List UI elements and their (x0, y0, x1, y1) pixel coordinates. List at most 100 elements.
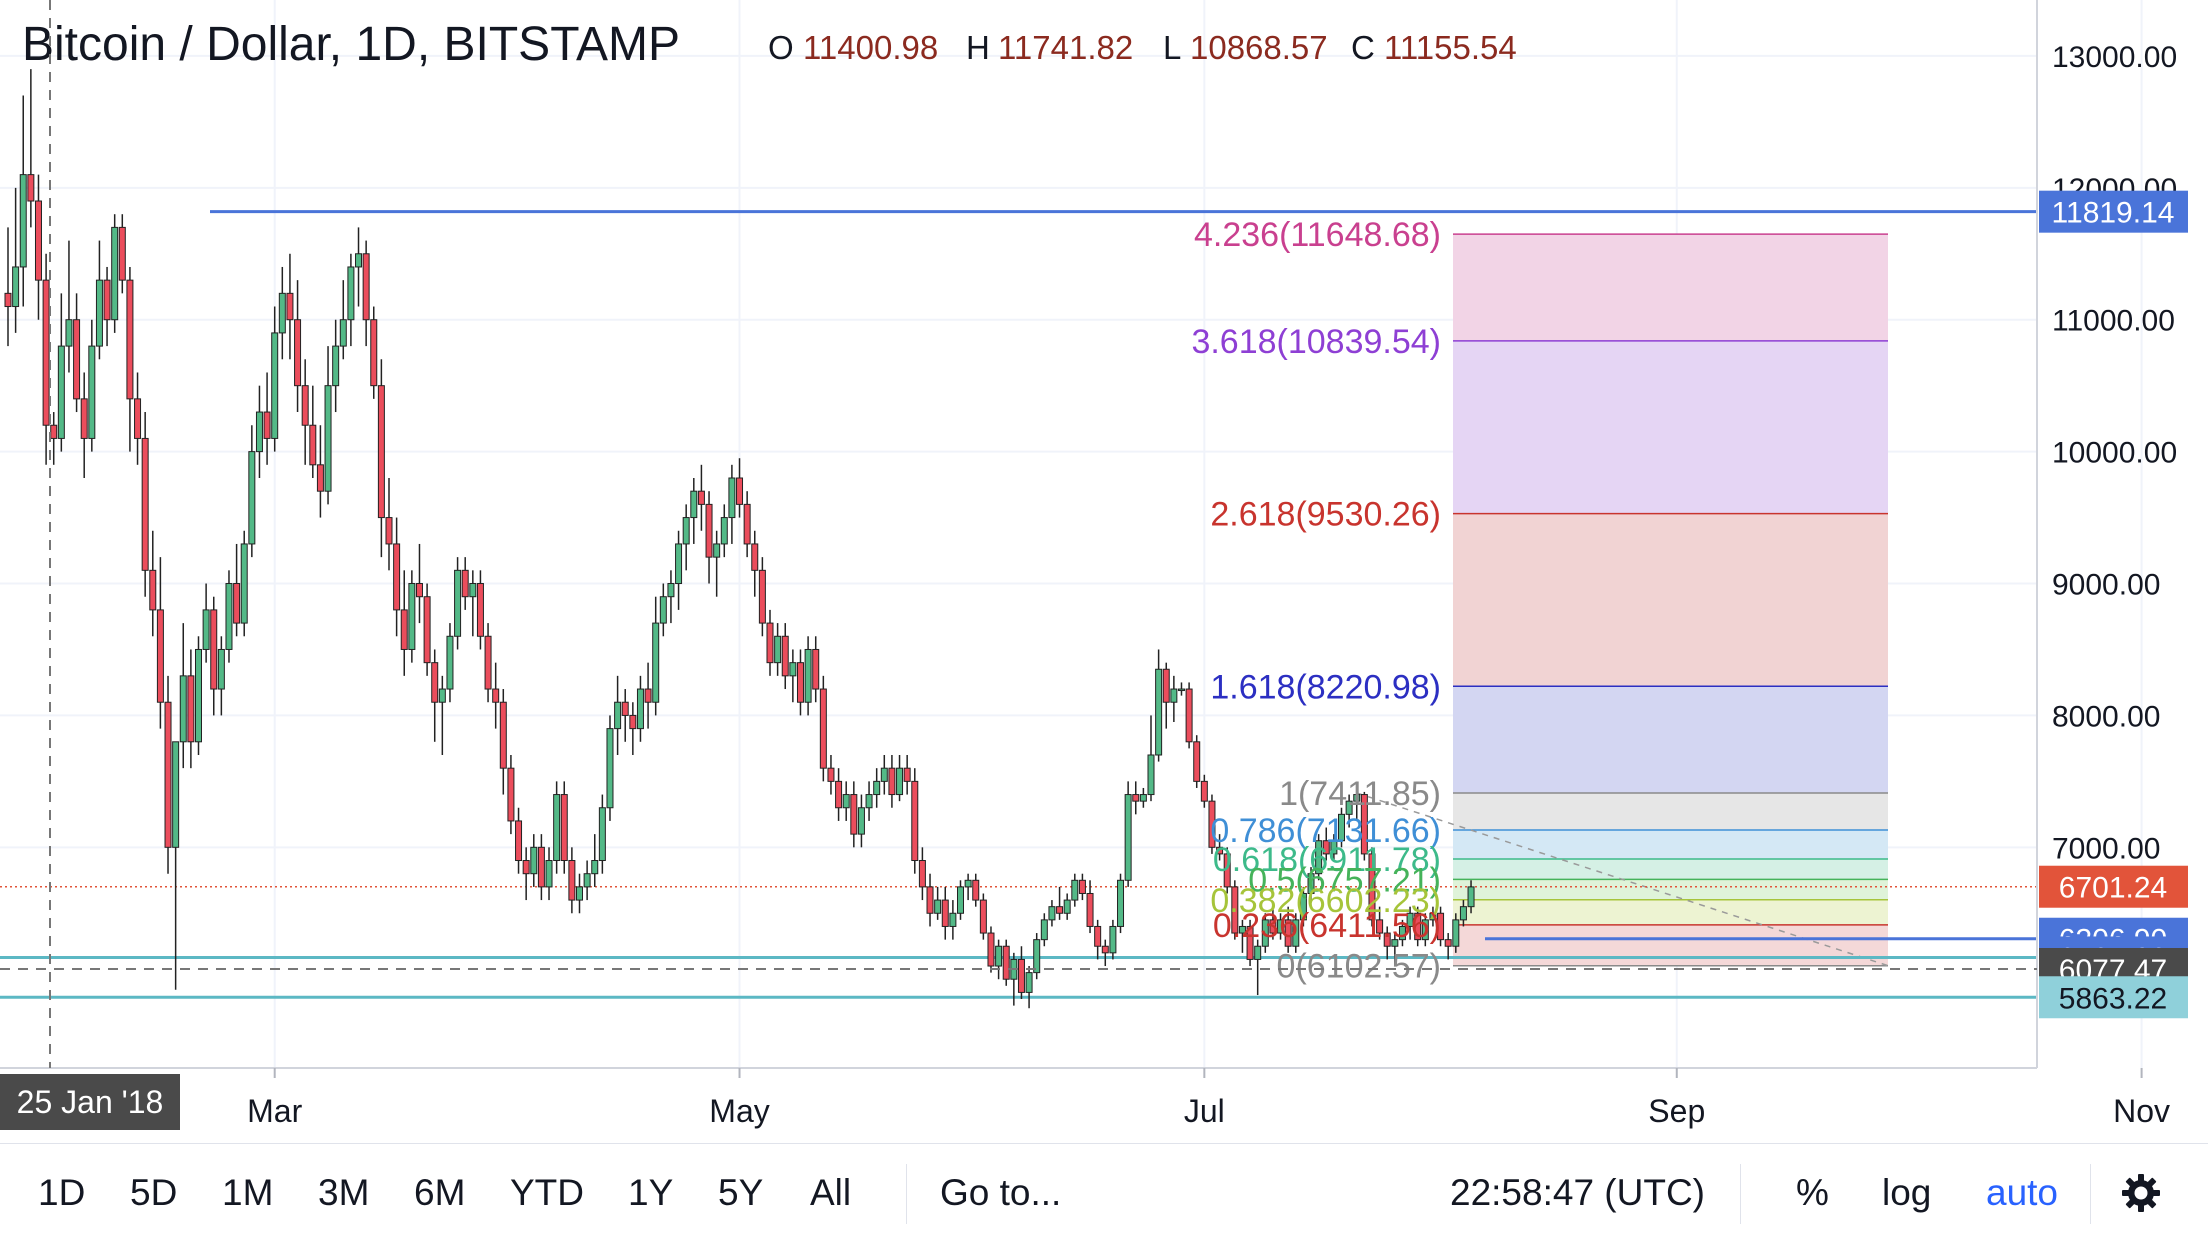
candle[interactable] (880, 754, 888, 795)
candle[interactable] (1444, 933, 1452, 960)
candle[interactable] (1017, 946, 1025, 1000)
candle[interactable] (1094, 919, 1102, 960)
candle[interactable] (1162, 662, 1170, 729)
candle[interactable] (1315, 834, 1323, 881)
candle[interactable] (1330, 834, 1338, 861)
candle[interactable] (591, 834, 599, 887)
candle[interactable] (918, 847, 926, 901)
candle[interactable] (233, 543, 241, 637)
candle[interactable] (65, 240, 73, 373)
range-ytd[interactable]: YTD (510, 1172, 584, 1213)
candle[interactable] (652, 596, 660, 716)
candle[interactable] (614, 675, 622, 755)
candle[interactable] (850, 781, 858, 848)
candle[interactable] (1155, 649, 1163, 762)
candle[interactable] (1063, 893, 1071, 920)
candle[interactable] (659, 583, 667, 637)
candle[interactable] (720, 504, 728, 558)
candle[interactable] (644, 662, 652, 729)
log-toggle[interactable]: log (1882, 1172, 1932, 1213)
range-1d[interactable]: 1D (38, 1172, 86, 1213)
candle[interactable] (179, 623, 187, 769)
candle[interactable] (225, 570, 233, 663)
candle[interactable] (865, 781, 873, 821)
candle[interactable] (979, 893, 987, 940)
candle[interactable] (438, 675, 446, 755)
candle[interactable] (1208, 794, 1216, 854)
candle[interactable] (682, 504, 690, 571)
candle[interactable] (1406, 906, 1414, 940)
candle[interactable] (1459, 900, 1467, 927)
candle[interactable] (896, 754, 904, 802)
candle[interactable] (835, 768, 843, 821)
candle[interactable] (873, 768, 881, 808)
candle[interactable] (1132, 781, 1140, 815)
candle[interactable] (804, 636, 812, 716)
candle[interactable] (1086, 880, 1094, 934)
candle[interactable] (1170, 675, 1178, 723)
candle[interactable] (545, 847, 553, 901)
candle[interactable] (1307, 867, 1315, 901)
percent-toggle[interactable]: % (1796, 1172, 1829, 1213)
candle[interactable] (1200, 774, 1208, 808)
candle[interactable] (507, 754, 515, 835)
range-1m[interactable]: 1M (222, 1172, 274, 1213)
range-6m[interactable]: 6M (414, 1172, 466, 1213)
candle[interactable] (964, 873, 972, 901)
candle[interactable] (187, 649, 195, 769)
candle[interactable] (309, 385, 317, 478)
candle[interactable] (713, 530, 721, 597)
candle[interactable] (568, 847, 576, 914)
candle[interactable] (819, 675, 827, 782)
candle[interactable] (19, 95, 27, 307)
candle[interactable] (476, 570, 484, 650)
candle[interactable] (355, 227, 363, 307)
candle[interactable] (926, 873, 934, 927)
candle[interactable] (705, 491, 713, 584)
candle[interactable] (1299, 886, 1307, 927)
candle[interactable] (34, 174, 42, 320)
candle[interactable] (621, 689, 629, 742)
candle[interactable] (454, 557, 462, 650)
candle[interactable] (522, 847, 530, 901)
candle[interactable] (377, 359, 385, 558)
candle[interactable] (248, 425, 256, 558)
candle[interactable] (1269, 906, 1277, 940)
candle[interactable] (1216, 834, 1224, 861)
candle[interactable] (255, 385, 263, 478)
candle[interactable] (827, 754, 835, 795)
candle[interactable] (195, 636, 202, 755)
candle[interactable] (728, 464, 736, 544)
candle[interactable] (1437, 906, 1445, 947)
candle[interactable] (1231, 880, 1239, 940)
candle[interactable] (736, 458, 744, 518)
candle[interactable] (515, 807, 523, 874)
candle[interactable] (995, 939, 1003, 980)
candle[interactable] (118, 214, 126, 294)
candle[interactable] (1322, 827, 1330, 861)
candle[interactable] (499, 689, 507, 795)
candle[interactable] (385, 477, 393, 571)
candle[interactable] (667, 570, 675, 624)
candle[interactable] (941, 886, 949, 940)
candle[interactable] (1246, 919, 1254, 967)
candle[interactable] (530, 834, 538, 887)
candle[interactable] (636, 675, 644, 742)
candle[interactable] (1421, 913, 1429, 947)
candle[interactable] (758, 557, 766, 637)
candle[interactable] (423, 583, 431, 676)
candle[interactable] (172, 741, 180, 990)
candle[interactable] (553, 781, 561, 874)
candle[interactable] (1376, 906, 1384, 940)
candle[interactable] (576, 873, 583, 914)
candle[interactable] (972, 873, 980, 907)
candle[interactable] (339, 280, 347, 360)
candle[interactable] (537, 834, 545, 901)
candle[interactable] (789, 649, 797, 703)
candle[interactable] (1345, 794, 1353, 828)
candle[interactable] (400, 570, 408, 676)
candle[interactable] (1193, 735, 1201, 788)
candle[interactable] (1177, 682, 1185, 696)
candle[interactable] (697, 464, 705, 531)
